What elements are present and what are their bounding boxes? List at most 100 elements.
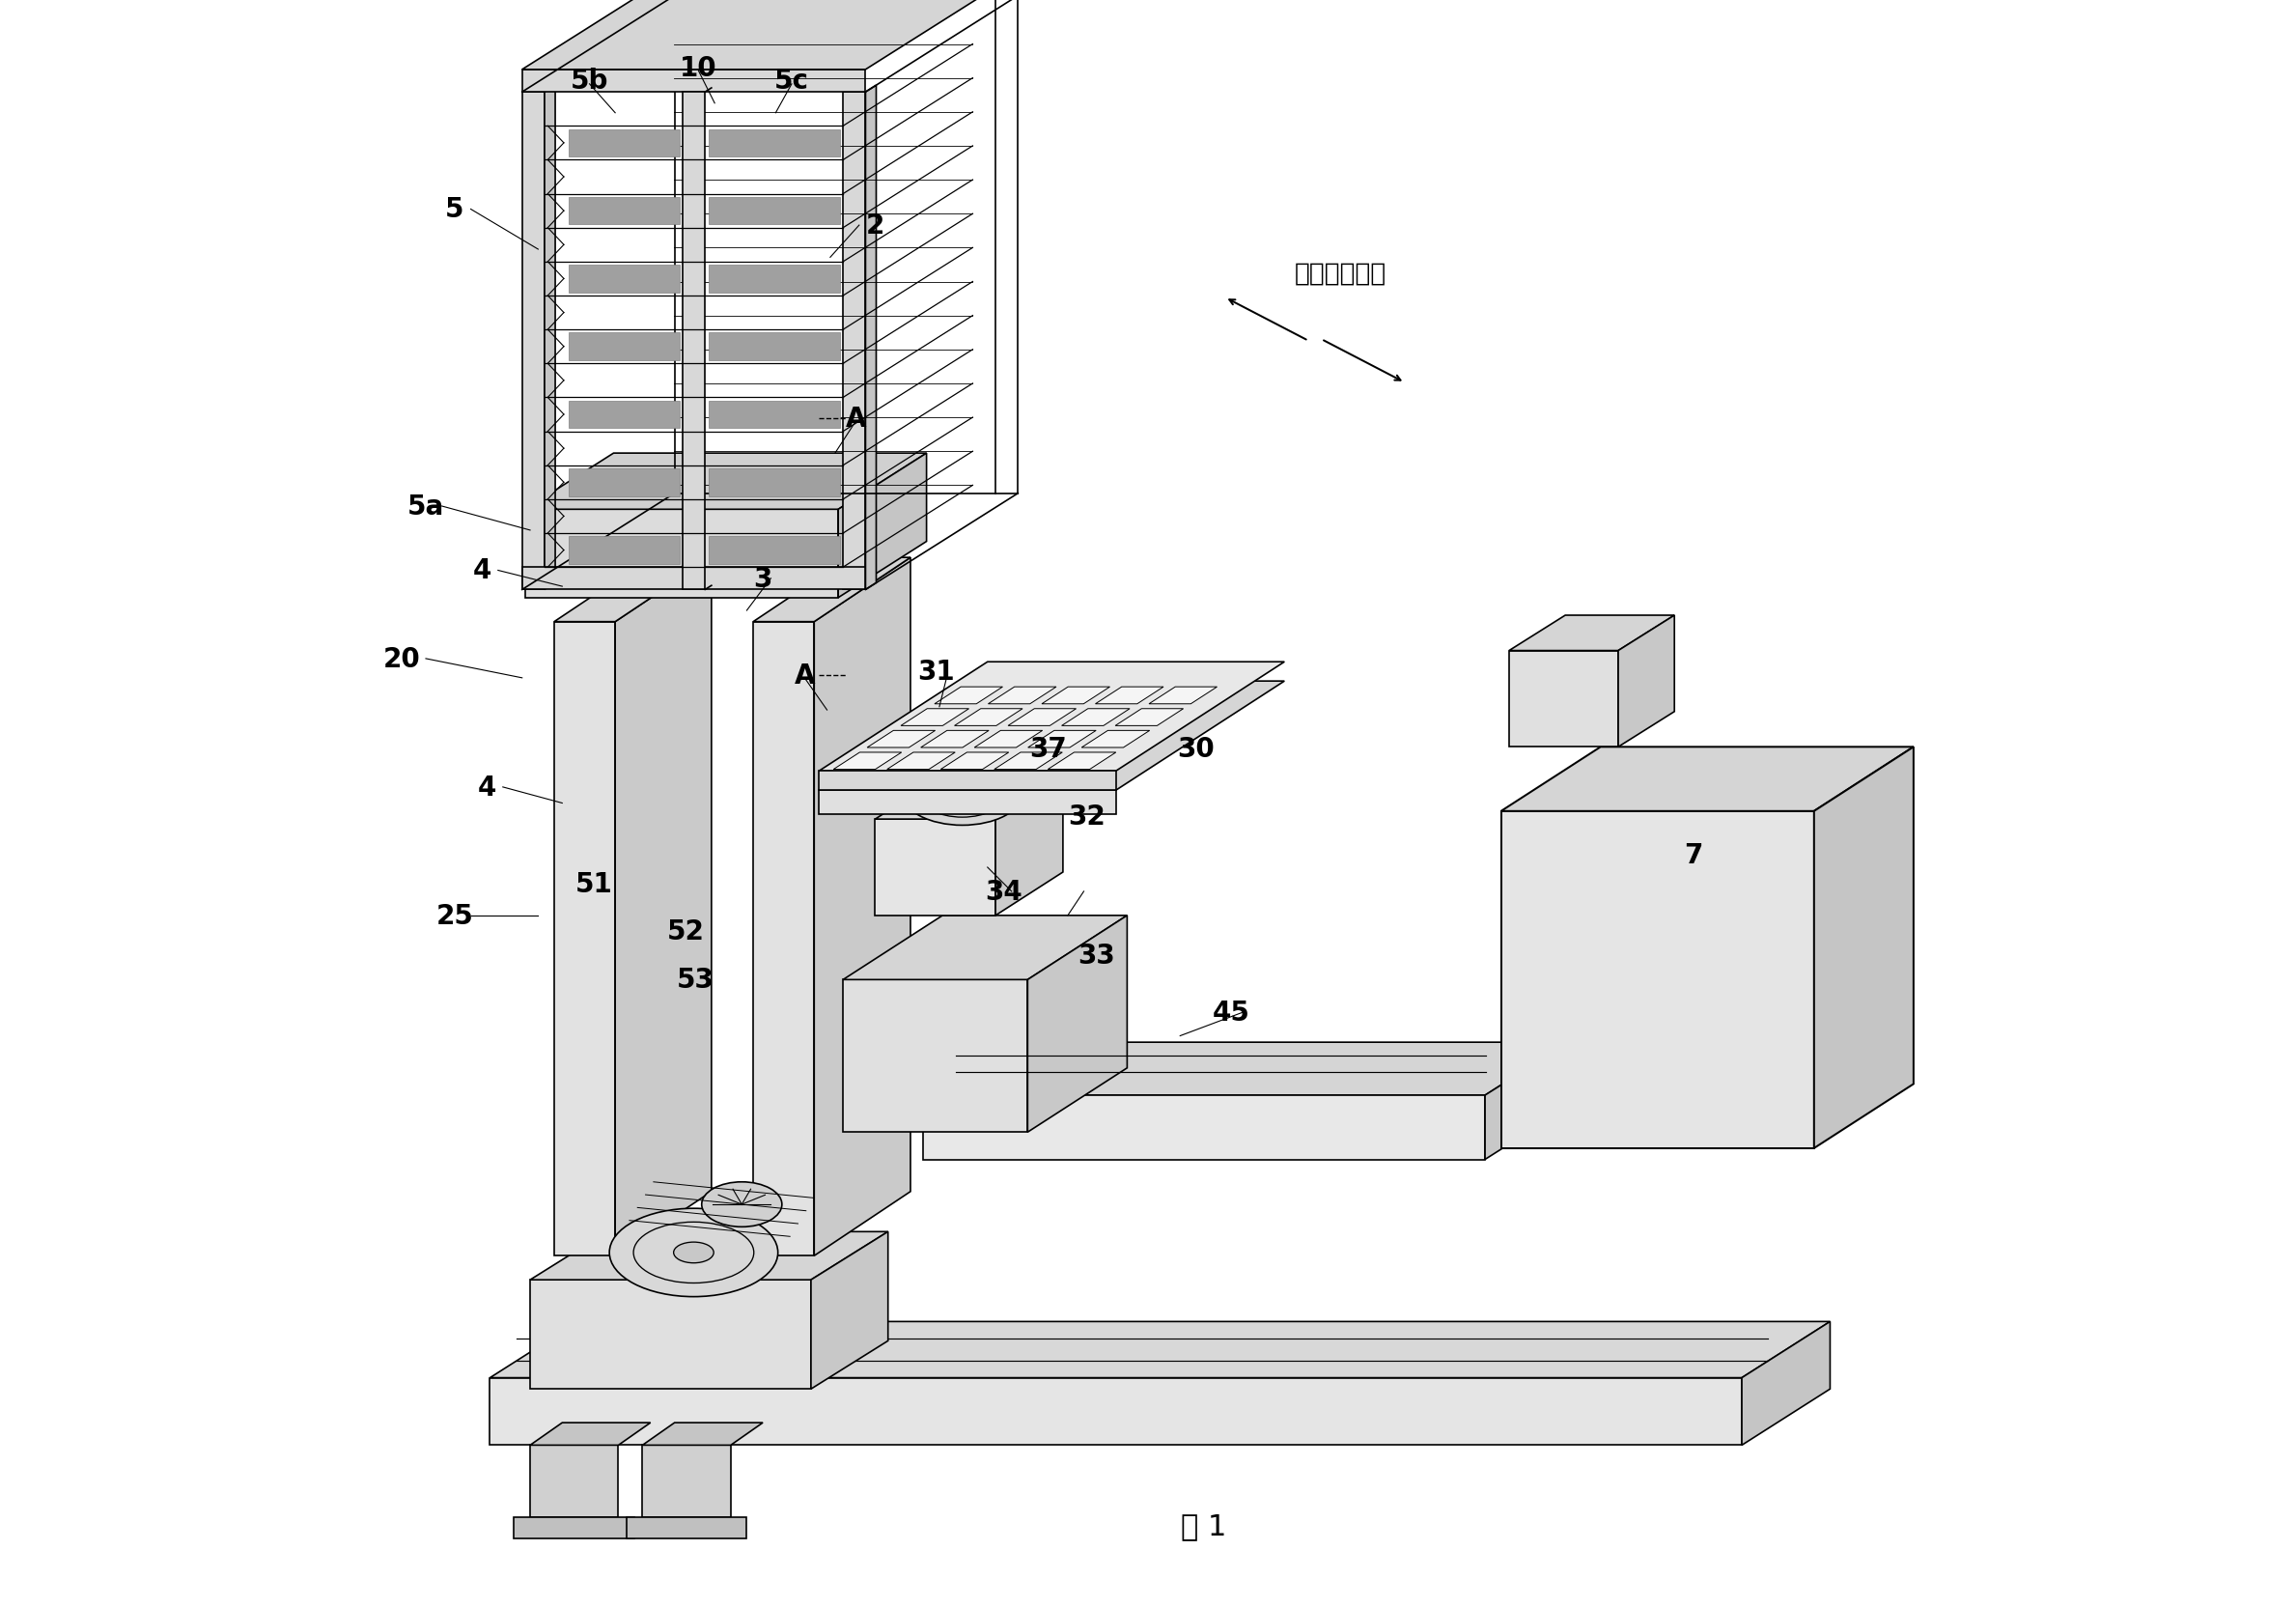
- Text: 5a: 5a: [406, 493, 443, 521]
- Text: 4: 4: [473, 558, 491, 585]
- Polygon shape: [1508, 651, 1619, 747]
- Text: 图 1: 图 1: [1182, 1512, 1226, 1540]
- Ellipse shape: [673, 1242, 714, 1263]
- Polygon shape: [707, 537, 840, 564]
- Text: 25: 25: [436, 902, 473, 929]
- Polygon shape: [1148, 688, 1217, 704]
- Polygon shape: [569, 265, 680, 292]
- Polygon shape: [643, 1445, 730, 1517]
- Polygon shape: [569, 333, 680, 362]
- Polygon shape: [996, 776, 1063, 916]
- Polygon shape: [707, 469, 840, 497]
- Text: 33: 33: [1077, 942, 1116, 969]
- Polygon shape: [526, 453, 928, 509]
- Polygon shape: [544, 87, 556, 590]
- Polygon shape: [1047, 752, 1116, 770]
- Text: 45: 45: [1212, 998, 1251, 1025]
- Polygon shape: [707, 265, 840, 292]
- Polygon shape: [530, 1233, 889, 1281]
- Polygon shape: [921, 731, 990, 747]
- Polygon shape: [923, 1096, 1486, 1160]
- Polygon shape: [1061, 709, 1130, 726]
- Ellipse shape: [703, 1183, 783, 1228]
- Polygon shape: [569, 402, 680, 429]
- Polygon shape: [886, 752, 955, 770]
- Text: A: A: [845, 405, 866, 432]
- Polygon shape: [1619, 615, 1674, 747]
- Text: 31: 31: [918, 659, 955, 686]
- Polygon shape: [615, 558, 712, 1257]
- Polygon shape: [569, 537, 680, 564]
- Polygon shape: [521, 93, 544, 590]
- Polygon shape: [923, 1043, 1568, 1096]
- Polygon shape: [833, 752, 902, 770]
- Polygon shape: [514, 1517, 634, 1538]
- Text: 5b: 5b: [569, 67, 608, 95]
- Ellipse shape: [608, 1208, 778, 1297]
- Polygon shape: [1042, 688, 1109, 704]
- Polygon shape: [553, 558, 712, 622]
- Polygon shape: [753, 558, 912, 622]
- Polygon shape: [707, 402, 840, 429]
- Polygon shape: [521, 567, 866, 590]
- Polygon shape: [1486, 1043, 1568, 1160]
- Polygon shape: [569, 130, 680, 157]
- Text: 53: 53: [677, 966, 714, 993]
- Polygon shape: [820, 662, 1283, 771]
- Text: 30: 30: [1178, 736, 1215, 762]
- Polygon shape: [521, 71, 866, 93]
- Text: 2: 2: [866, 212, 884, 239]
- Polygon shape: [987, 688, 1056, 704]
- Polygon shape: [489, 1321, 1830, 1377]
- Polygon shape: [843, 93, 866, 590]
- Text: 37: 37: [1031, 736, 1068, 762]
- Ellipse shape: [902, 762, 1022, 826]
- Text: A: A: [794, 662, 815, 689]
- Polygon shape: [820, 681, 1283, 791]
- Text: 10: 10: [680, 55, 716, 82]
- Polygon shape: [1008, 709, 1077, 726]
- Polygon shape: [843, 916, 1127, 980]
- Polygon shape: [707, 198, 840, 225]
- Polygon shape: [530, 1422, 650, 1445]
- Polygon shape: [707, 333, 840, 362]
- Polygon shape: [521, 0, 1017, 71]
- Polygon shape: [941, 752, 1008, 770]
- Polygon shape: [838, 453, 928, 598]
- Polygon shape: [526, 509, 838, 598]
- Polygon shape: [1029, 916, 1127, 1133]
- Polygon shape: [994, 752, 1063, 770]
- Polygon shape: [1502, 747, 1913, 812]
- Text: 5: 5: [445, 196, 464, 223]
- Polygon shape: [569, 469, 680, 497]
- Polygon shape: [820, 771, 1116, 791]
- Polygon shape: [553, 622, 615, 1257]
- Polygon shape: [843, 980, 1029, 1133]
- Polygon shape: [1508, 615, 1674, 651]
- Text: 34: 34: [985, 877, 1022, 905]
- Polygon shape: [866, 87, 877, 590]
- Text: 搬进搬出方向: 搬进搬出方向: [1295, 262, 1387, 286]
- Polygon shape: [530, 1281, 810, 1388]
- Text: 5c: 5c: [774, 67, 808, 95]
- Polygon shape: [974, 731, 1042, 747]
- Polygon shape: [875, 776, 1063, 820]
- Polygon shape: [530, 1445, 618, 1517]
- Polygon shape: [934, 688, 1003, 704]
- Polygon shape: [810, 1233, 889, 1388]
- Text: 32: 32: [1068, 804, 1107, 829]
- Polygon shape: [1095, 688, 1164, 704]
- Polygon shape: [868, 731, 934, 747]
- Polygon shape: [753, 622, 815, 1257]
- Polygon shape: [569, 198, 680, 225]
- Polygon shape: [900, 709, 969, 726]
- Polygon shape: [682, 93, 705, 590]
- Polygon shape: [1814, 747, 1913, 1149]
- Polygon shape: [1116, 709, 1182, 726]
- Polygon shape: [643, 1422, 762, 1445]
- Polygon shape: [1502, 812, 1814, 1149]
- Text: 3: 3: [753, 566, 771, 593]
- Text: 20: 20: [383, 646, 420, 673]
- Text: 51: 51: [576, 871, 613, 897]
- Polygon shape: [627, 1517, 746, 1538]
